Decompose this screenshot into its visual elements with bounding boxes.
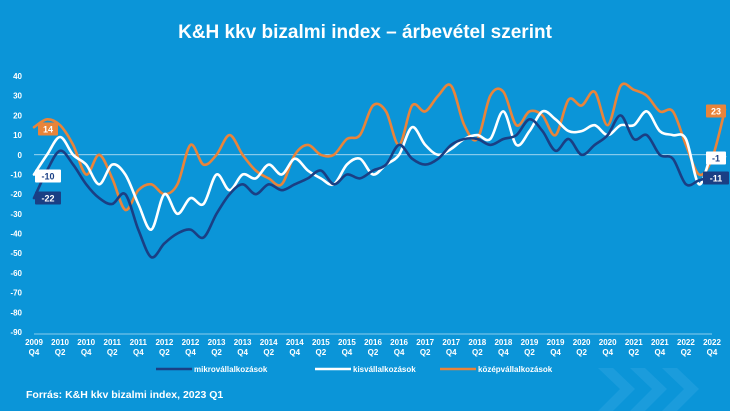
x-tick-year: 2019 [547,338,565,347]
x-tick-year: 2015 [338,338,356,347]
x-tick-year: 2020 [573,338,591,347]
x-tick-year: 2014 [286,338,304,347]
x-tick-year: 2020 [599,338,617,347]
legend-label-0: mikrovállalkozások [194,365,268,374]
end-label-2: 23 [711,107,721,117]
x-tick-quarter: Q4 [289,348,300,357]
x-tick-year: 2016 [390,338,408,347]
x-tick-quarter: Q2 [628,348,639,357]
start-label-2-box [38,122,58,136]
x-tick-year: 2019 [521,338,539,347]
x-tick-quarter: Q4 [498,348,509,357]
x-tick-quarter: Q4 [185,348,196,357]
x-tick-quarter: Q4 [81,348,92,357]
x-tick-quarter: Q4 [394,348,405,357]
x-tick-year: 2012 [182,338,200,347]
x-tick-year: 2011 [130,338,148,347]
y-tick-label: 30 [13,92,22,101]
x-tick-year: 2022 [677,338,695,347]
y-axis: 40 30 20 10 0 -10 -20 -30 -40 -50 -60 -70 -80 -90 [10,72,22,337]
x-tick-quarter: Q2 [263,348,274,357]
x-tick-quarter: Q2 [524,348,535,357]
x-tick-quarter: Q2 [316,348,327,357]
end-label-2-box [706,104,726,118]
x-tick-year: 2016 [364,338,382,347]
x-tick-quarter: Q4 [237,348,248,357]
x-tick-quarter: Q4 [446,348,457,357]
start-label-1-box [35,169,61,183]
value-callouts: -22 -11 -10 -1 14 23 [35,104,729,205]
x-tick-year: 2018 [468,338,486,347]
decorative-chevrons [598,368,699,411]
source-note: Forrás: K&H kkv bizalmi index, 2023 Q1 [26,389,224,401]
end-label-0-box [703,171,729,185]
x-tick-year: 2014 [260,338,278,347]
x-tick-year: 2017 [416,338,434,347]
series-line-0 [32,114,714,259]
y-tick-label: 10 [13,131,22,140]
series-line-1 [32,109,727,231]
legend: mikrovállalkozások kisvállalkozások középv… [156,365,553,374]
x-tick-quarter: Q2 [55,348,66,357]
legend-label-1: kisvállalkozások [353,365,416,374]
y-tick-label: -60 [10,269,22,278]
x-axis: 2009Q42010Q22010Q42011Q22011Q42012Q22012… [25,333,721,357]
x-tick-quarter: Q4 [342,348,353,357]
x-tick-year: 2017 [442,338,460,347]
x-tick-quarter: Q4 [550,348,561,357]
end-label-0: -11 [710,174,723,184]
start-label-0: -22 [41,194,54,204]
x-tick-year: 2013 [208,338,226,347]
chart-title: K&H kkv bizalmi index – árbevétel szerin… [178,22,552,43]
x-tick-year: 2018 [494,338,512,347]
end-label-1: -1 [712,154,720,164]
x-tick-quarter: Q4 [655,348,666,357]
x-tick-quarter: Q2 [211,348,222,357]
y-tick-label: -80 [10,308,22,317]
x-tick-year: 2011 [104,338,122,347]
series-layer [32,82,727,259]
y-tick-label: 20 [13,111,22,120]
legend-label-2: középvállalkozások [478,365,553,374]
y-tick-label: -40 [10,230,22,239]
x-tick-quarter: Q2 [420,348,431,357]
x-tick-year: 2009 [25,338,43,347]
start-label-1: -10 [41,172,54,182]
y-tick-label: -10 [10,170,22,179]
x-tick-quarter: Q4 [133,348,144,357]
x-tick-year: 2015 [312,338,330,347]
y-tick-label: -20 [10,190,22,199]
y-tick-label: -70 [10,289,22,298]
y-tick-label: -30 [10,210,22,219]
x-tick-year: 2013 [234,338,252,347]
x-tick-quarter: Q4 [707,348,718,357]
x-tick-quarter: Q2 [576,348,587,357]
y-tick-label: -50 [10,249,22,258]
start-label-0-box [35,191,61,205]
x-tick-year: 2010 [51,338,69,347]
y-tick-label: -90 [10,328,22,337]
x-tick-year: 2022 [703,338,721,347]
start-label-2: 14 [43,125,53,135]
x-tick-quarter: Q2 [472,348,483,357]
x-tick-quarter: Q2 [368,348,379,357]
x-tick-year: 2010 [77,338,95,347]
x-tick-quarter: Q4 [29,348,40,357]
y-tick-label: 40 [13,72,22,81]
x-tick-quarter: Q4 [602,348,613,357]
x-tick-year: 2012 [155,338,173,347]
series-line-2 [32,82,727,212]
y-tick-label: 0 [18,151,23,160]
x-tick-quarter: Q2 [107,348,118,357]
x-tick-year: 2021 [625,338,643,347]
x-tick-quarter: Q2 [681,348,692,357]
x-tick-year: 2021 [651,338,669,347]
end-label-1-box [706,151,726,165]
x-tick-quarter: Q2 [159,348,170,357]
